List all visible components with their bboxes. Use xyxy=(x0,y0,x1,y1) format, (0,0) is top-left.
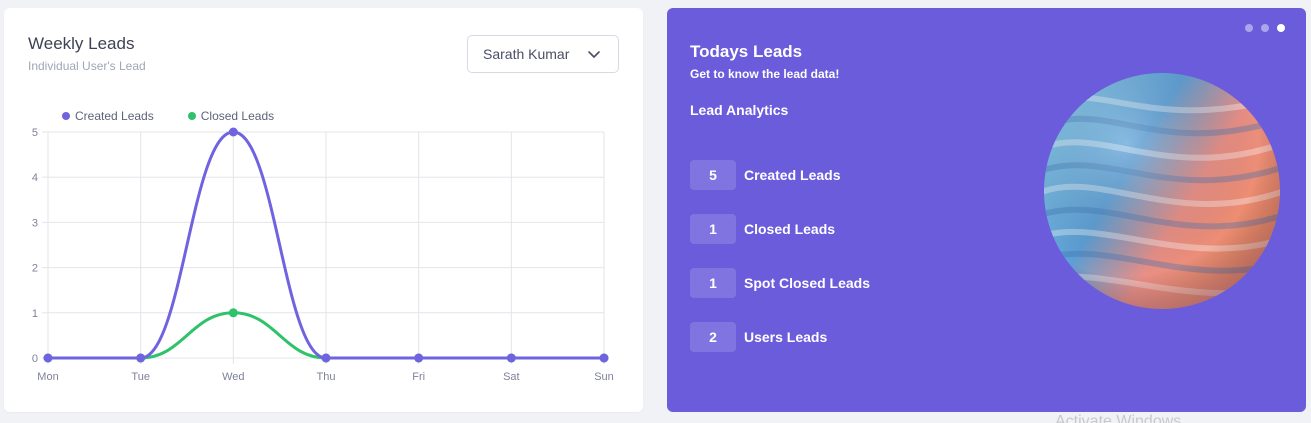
y-tick-label: 0 xyxy=(32,353,38,365)
todays-leads-card: Todays Leads Get to know the lead data! … xyxy=(667,8,1306,412)
y-tick-label: 3 xyxy=(32,217,38,229)
user-select-dropdown[interactable]: Sarath Kumar xyxy=(467,35,619,73)
carousel-dot-1[interactable] xyxy=(1245,24,1253,32)
legend-item-closed[interactable]: Closed Leads xyxy=(187,109,275,123)
data-point-created xyxy=(599,353,609,363)
data-point-created xyxy=(136,353,146,363)
stat-label-created: Created Leads xyxy=(744,167,841,183)
stat-label-spot-closed: Spot Closed Leads xyxy=(744,275,871,291)
data-point-created xyxy=(228,127,238,137)
x-tick-label: Tue xyxy=(131,371,150,383)
stat-value-created: 5 xyxy=(690,160,736,190)
legend-item-created[interactable]: Created Leads xyxy=(62,109,154,123)
abstract-sphere-illustration xyxy=(1044,73,1280,309)
data-point-created xyxy=(321,353,331,363)
legend-swatch-created xyxy=(62,112,70,120)
stat-row-closed: 1 Closed Leads xyxy=(690,214,835,244)
x-tick-label: Thu xyxy=(317,371,336,383)
weekly-leads-subtitle: Individual User's Lead xyxy=(28,59,146,73)
carousel-indicators xyxy=(1245,24,1285,32)
stat-label-closed: Closed Leads xyxy=(744,221,836,237)
stat-value-spot-closed: 1 xyxy=(690,268,736,298)
stat-value-closed: 1 xyxy=(690,214,736,244)
series-line-created xyxy=(48,130,604,360)
data-point-closed xyxy=(228,308,238,318)
weekly-leads-title: Weekly Leads xyxy=(28,34,135,53)
todays-leads-subtitle: Get to know the lead data! xyxy=(690,67,840,81)
stat-row-spot-closed: 1 Spot Closed Leads xyxy=(690,268,870,298)
weekly-leads-card: Weekly Leads Individual User's Lead Sara… xyxy=(4,8,643,412)
x-tick-label: Wed xyxy=(222,371,244,383)
x-tick-label: Sat xyxy=(503,371,520,383)
legend-swatch-closed xyxy=(187,112,196,120)
data-point-created xyxy=(43,353,53,363)
x-tick-label: Sun xyxy=(594,371,614,383)
carousel-dot-3[interactable] xyxy=(1277,24,1285,32)
carousel-dot-2[interactable] xyxy=(1261,24,1269,32)
legend-label-closed: Closed Leads xyxy=(200,109,275,123)
weekly-leads-line-chart: 0 1 2 3 4 5 Mon Tue Wed Thu Fri Sat Sun xyxy=(32,127,614,383)
activate-windows-watermark: Activate Windows xyxy=(1055,413,1182,423)
chart-legend: Created Leads Closed Leads xyxy=(62,109,274,123)
legend-label-created: Created Leads xyxy=(75,109,154,123)
stat-value-users: 2 xyxy=(690,322,736,352)
x-tick-label: Mon xyxy=(37,371,58,383)
y-tick-label: 2 xyxy=(32,263,38,275)
todays-leads-title: Todays Leads xyxy=(690,42,803,61)
x-tick-label: Fri xyxy=(412,371,425,383)
data-point-created xyxy=(414,353,424,363)
user-select-value: Sarath Kumar xyxy=(483,46,570,62)
stat-row-created: 5 Created Leads xyxy=(690,160,840,190)
y-tick-label: 5 xyxy=(32,127,38,139)
data-point-created xyxy=(506,353,516,363)
stat-label-users: Users Leads xyxy=(744,329,828,345)
stat-row-users: 2 Users Leads xyxy=(690,322,827,352)
chevron-down-icon xyxy=(588,51,600,58)
lead-analytics-heading: Lead Analytics xyxy=(690,102,789,118)
y-tick-label: 4 xyxy=(32,172,38,184)
y-tick-label: 1 xyxy=(32,308,38,320)
